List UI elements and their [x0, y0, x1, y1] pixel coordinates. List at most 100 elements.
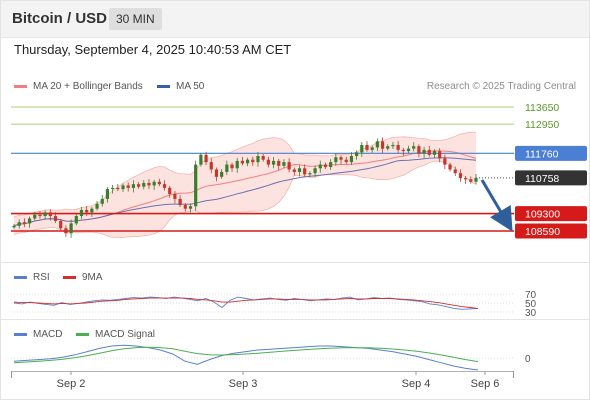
legend-macd-signal: MACD Signal	[76, 329, 155, 340]
level-label-108590: 108590	[525, 226, 560, 238]
timeframe-button[interactable]: 30 MIN	[109, 8, 162, 30]
candle-body	[412, 146, 416, 149]
candle-body	[240, 160, 245, 164]
candle-body	[53, 216, 58, 221]
level-label-111760: 111760	[525, 148, 559, 160]
bollinger-band	[14, 132, 476, 238]
candle-body	[432, 151, 437, 155]
9ma-label: 9MA	[82, 272, 103, 283]
candle-body	[339, 157, 343, 160]
candle-body	[313, 168, 317, 174]
x-tick-label-1: Sep 3	[229, 378, 258, 390]
candle-body	[178, 198, 182, 206]
level-label-109300: 109300	[525, 209, 560, 221]
candle-body	[214, 169, 219, 177]
candle-body	[427, 149, 431, 155]
ma50-swatch	[157, 84, 170, 88]
candle-body	[469, 179, 473, 182]
candle-body	[105, 189, 110, 199]
level-tag-108590	[515, 223, 587, 239]
candle-body	[85, 209, 89, 213]
candle-body	[266, 159, 270, 165]
candle-body	[334, 157, 338, 163]
candle-body	[303, 168, 307, 175]
candle-body	[438, 151, 442, 159]
candle-body	[12, 225, 16, 228]
macd-series-0	[13, 344, 479, 371]
macd-signal-swatch	[76, 332, 89, 336]
candle-body	[323, 164, 328, 168]
rsi-series-1	[13, 297, 479, 309]
candle-body	[17, 222, 21, 226]
rsi-tick-70: 70	[525, 290, 537, 301]
9ma-swatch	[63, 275, 76, 279]
candle-body	[95, 203, 99, 209]
x-tick-label-2: Sep 4	[402, 378, 431, 390]
candle-body	[355, 152, 359, 157]
candle-body	[401, 149, 405, 152]
candle-body	[261, 156, 265, 160]
candle-body	[256, 156, 260, 163]
header-bar: Bitcoin / USD 30 MIN	[1, 1, 589, 38]
level-tag-111760	[515, 145, 587, 161]
candle-body	[235, 160, 239, 169]
rsi-series-0	[13, 296, 479, 310]
candle-body	[168, 187, 172, 194]
candle-body	[370, 147, 374, 150]
candle-body	[443, 158, 447, 165]
legend-macd: MACD	[14, 329, 62, 340]
candle-body	[417, 146, 421, 154]
candle-body	[380, 141, 385, 149]
macd-series-1	[13, 346, 479, 364]
research-credit: Research © 2025 Trading Central	[426, 81, 576, 92]
level-tag-110758	[515, 170, 587, 186]
candle-body	[183, 205, 187, 209]
candle-body	[22, 222, 26, 224]
candle-body	[142, 182, 146, 187]
macd-label: MACD	[33, 329, 63, 340]
candle-body	[162, 184, 167, 188]
level-label-113650: 113650	[525, 102, 559, 114]
candle-body	[287, 162, 291, 170]
candle-body	[474, 177, 478, 182]
rsi-tick-50: 50	[525, 299, 537, 310]
candle-body	[220, 171, 224, 177]
rsi-swatch	[14, 275, 27, 279]
candle-body	[74, 216, 78, 224]
candle-body	[173, 193, 177, 199]
x-tick-label-0: Sep 2	[57, 378, 86, 390]
candle-body	[453, 169, 457, 174]
candle-body	[90, 208, 94, 213]
candle-body	[69, 223, 73, 234]
rsi-label: RSI	[33, 272, 50, 283]
bollinger-lower	[13, 160, 477, 239]
legend-ma50: MA 50	[157, 81, 204, 92]
candle-body	[194, 164, 198, 207]
candle-body	[79, 209, 84, 217]
candle-body	[43, 212, 47, 217]
level-label-112950: 112950	[525, 119, 559, 131]
candle-body	[349, 156, 354, 163]
rsi-tick-30: 30	[525, 308, 537, 319]
candle-body	[422, 149, 426, 154]
candle-body	[329, 162, 333, 168]
candle-body	[204, 154, 208, 163]
level-tag-109300	[515, 206, 587, 222]
candle-body	[38, 214, 42, 217]
candle-body	[391, 144, 395, 147]
candle-body	[318, 164, 322, 169]
candle-body	[100, 198, 104, 204]
candle-body	[448, 164, 452, 170]
candle-body	[245, 159, 250, 164]
ma50-line	[13, 157, 477, 227]
candle-body	[126, 185, 130, 188]
legend-9ma: 9MA	[63, 272, 103, 283]
candle-body	[111, 187, 115, 190]
candle-body	[199, 154, 203, 165]
macd-signal-label: MACD Signal	[95, 329, 156, 340]
ma20-label: MA 20 + Bollinger Bands	[33, 81, 143, 92]
candle-body	[386, 146, 390, 149]
candle-body	[230, 164, 234, 169]
candle-body	[33, 214, 37, 219]
candle-body	[344, 159, 348, 163]
